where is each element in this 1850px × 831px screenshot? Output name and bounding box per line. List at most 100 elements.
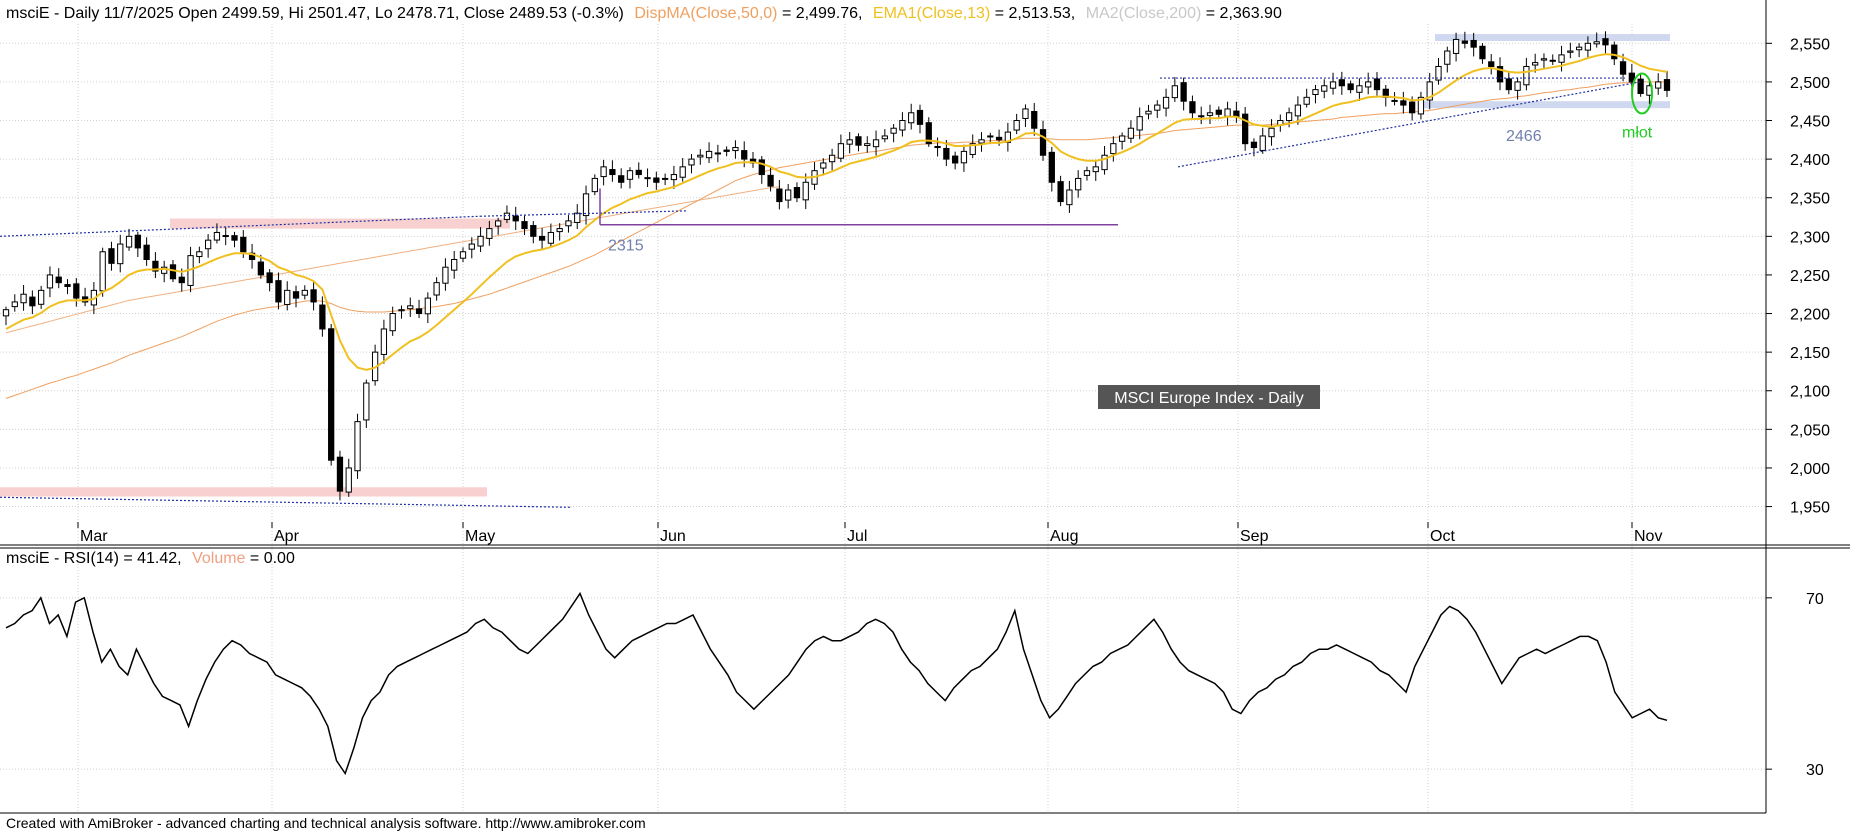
month-label: Mar bbox=[80, 528, 108, 545]
candle-body bbox=[828, 154, 836, 163]
candle-body bbox=[1154, 104, 1161, 111]
candle-body bbox=[1611, 44, 1618, 60]
candle-body bbox=[547, 231, 555, 244]
candle bbox=[1611, 41, 1618, 66]
candle-body bbox=[196, 251, 203, 258]
candle-body bbox=[565, 220, 572, 227]
candle bbox=[1435, 58, 1442, 85]
rsi-header: msciE - RSI(14) = 41.42, Volume = 0.00 bbox=[6, 550, 295, 567]
candle-body bbox=[776, 188, 783, 203]
candle bbox=[73, 278, 80, 307]
candle bbox=[714, 144, 721, 163]
candle-body bbox=[767, 174, 774, 187]
candle-body bbox=[1242, 113, 1249, 145]
candle bbox=[1145, 104, 1152, 120]
candle-body bbox=[1452, 38, 1460, 54]
rsi-header-volume-value: = 0.00 bbox=[250, 550, 295, 567]
candle-body bbox=[521, 221, 528, 230]
ma200-series bbox=[5, 186, 780, 334]
resistance-zone bbox=[170, 218, 510, 229]
candle bbox=[899, 112, 906, 137]
candle-body bbox=[46, 274, 54, 289]
candle-body bbox=[459, 251, 467, 259]
candle bbox=[793, 182, 801, 203]
candle-body bbox=[1048, 151, 1055, 183]
candle bbox=[319, 296, 326, 337]
candle bbox=[495, 217, 502, 235]
month-label: Jul bbox=[847, 528, 867, 545]
bottom-zone bbox=[1420, 101, 1670, 109]
candle bbox=[547, 223, 555, 247]
candle-body bbox=[442, 266, 449, 284]
candle-body bbox=[231, 235, 238, 241]
candle bbox=[38, 285, 45, 309]
candle bbox=[1075, 170, 1082, 198]
trend-lines bbox=[0, 72, 1653, 508]
candle bbox=[380, 319, 388, 364]
candle-body bbox=[600, 166, 607, 178]
rsi-series bbox=[5, 591, 1668, 776]
candle bbox=[451, 251, 458, 279]
candle-body bbox=[1321, 85, 1328, 92]
candle-body bbox=[556, 228, 563, 233]
candle-body bbox=[644, 177, 651, 180]
price-tick-label: 2,300 bbox=[1790, 229, 1830, 246]
candle bbox=[1110, 136, 1117, 162]
candle bbox=[503, 205, 511, 224]
candle-body bbox=[275, 280, 282, 303]
candle-body bbox=[1145, 110, 1152, 115]
candle-body bbox=[1215, 109, 1222, 115]
candle bbox=[908, 103, 915, 130]
candle bbox=[486, 220, 493, 246]
candle bbox=[969, 134, 976, 159]
candle bbox=[556, 223, 563, 241]
candle bbox=[1540, 53, 1548, 69]
candle bbox=[415, 299, 423, 319]
candle bbox=[1365, 72, 1372, 95]
candle bbox=[1162, 88, 1170, 117]
candle-body bbox=[1092, 166, 1099, 173]
candle-body bbox=[1294, 104, 1302, 117]
candle-body bbox=[714, 152, 721, 155]
candle bbox=[1338, 71, 1345, 95]
candle bbox=[459, 247, 467, 263]
candle-body bbox=[618, 175, 625, 183]
candle bbox=[1523, 57, 1530, 91]
footer-credit: Created with AmiBroker - advanced charti… bbox=[6, 815, 646, 831]
candle bbox=[1215, 106, 1222, 119]
trendline-lower-left bbox=[0, 496, 573, 508]
candle bbox=[785, 183, 792, 209]
candle bbox=[820, 158, 827, 176]
candle bbox=[1655, 73, 1662, 95]
candle bbox=[679, 158, 686, 182]
month-axis: Mar Apr May Jun Jul Aug Sep Oct Nov bbox=[77, 522, 1662, 545]
month-label: Jun bbox=[660, 528, 686, 545]
candle-body bbox=[354, 421, 361, 472]
candle bbox=[960, 144, 968, 172]
candle-body bbox=[99, 251, 106, 292]
candle-body bbox=[477, 235, 484, 247]
candle bbox=[1206, 104, 1214, 125]
month-label: Oct bbox=[1430, 528, 1455, 545]
candle-body bbox=[1250, 141, 1258, 149]
candle bbox=[433, 277, 440, 301]
candle-body bbox=[1101, 154, 1108, 171]
candle-body bbox=[1268, 127, 1275, 138]
candle bbox=[828, 148, 836, 171]
candle bbox=[837, 134, 845, 163]
candle-body bbox=[969, 143, 976, 155]
candle-body bbox=[1461, 40, 1469, 44]
candle-body bbox=[336, 456, 344, 492]
candle-body bbox=[1083, 170, 1091, 176]
candle-body bbox=[486, 228, 493, 239]
candle-body bbox=[908, 112, 915, 124]
candle bbox=[1154, 100, 1161, 118]
candle-body bbox=[143, 244, 150, 260]
candle bbox=[1593, 32, 1600, 48]
candle-body bbox=[1496, 66, 1504, 83]
chart-title-box bbox=[1098, 385, 1320, 409]
candle-body bbox=[178, 276, 185, 284]
rsi-axis: 70 30 bbox=[1766, 591, 1824, 779]
candle bbox=[1066, 180, 1073, 213]
candle bbox=[802, 173, 809, 210]
